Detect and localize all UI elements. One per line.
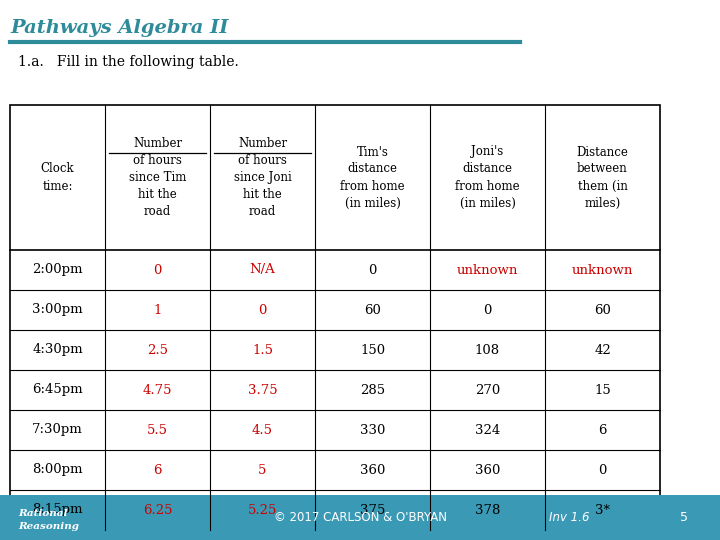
Text: 150: 150	[360, 343, 385, 356]
Text: Tim's
distance
from home
(in miles): Tim's distance from home (in miles)	[340, 145, 405, 210]
Text: 1: 1	[153, 303, 162, 316]
Text: Reasoning: Reasoning	[18, 522, 79, 531]
Text: 378: 378	[474, 503, 500, 516]
Text: 5: 5	[258, 463, 266, 476]
Text: 7:30pm: 7:30pm	[32, 423, 83, 436]
Text: 6: 6	[153, 463, 162, 476]
Text: 5.25: 5.25	[248, 503, 277, 516]
Text: 6:45pm: 6:45pm	[32, 383, 83, 396]
Text: 0: 0	[598, 463, 607, 476]
Text: 375: 375	[360, 503, 385, 516]
Text: Rational: Rational	[18, 509, 68, 518]
Bar	[0, 495, 720, 540]
Text: 6: 6	[598, 423, 607, 436]
Text: 5.5: 5.5	[147, 423, 168, 436]
Text: 4.5: 4.5	[252, 423, 273, 436]
Text: 8:15pm: 8:15pm	[32, 503, 83, 516]
Text: 6.25: 6.25	[143, 503, 172, 516]
Text: 5: 5	[680, 511, 688, 524]
Text: N/A: N/A	[250, 264, 275, 276]
Text: 2:00pm: 2:00pm	[32, 264, 83, 276]
Text: 4:30pm: 4:30pm	[32, 343, 83, 356]
Text: 285: 285	[360, 383, 385, 396]
Text: Number
of hours
since Joni
hit the
road: Number of hours since Joni hit the road	[233, 137, 292, 218]
Text: 8:00pm: 8:00pm	[32, 463, 83, 476]
Text: 0: 0	[369, 264, 377, 276]
Text: © 2017 CARLSON & O'BRYAN: © 2017 CARLSON & O'BRYAN	[274, 511, 446, 524]
Text: 3.75: 3.75	[248, 383, 277, 396]
Text: 360: 360	[360, 463, 385, 476]
Text: 360: 360	[474, 463, 500, 476]
Bar	[10, 105, 660, 530]
Text: 330: 330	[360, 423, 385, 436]
Text: Inv 1.6: Inv 1.6	[549, 511, 589, 524]
Text: Clock
time:: Clock time:	[41, 163, 74, 192]
Text: Number
of hours
since Tim
hit the
road: Number of hours since Tim hit the road	[129, 137, 186, 218]
Text: 3*: 3*	[595, 503, 610, 516]
Text: 1.5: 1.5	[252, 343, 273, 356]
Text: 4.75: 4.75	[143, 383, 172, 396]
Text: 2.5: 2.5	[147, 343, 168, 356]
Text: 0: 0	[258, 303, 266, 316]
Text: unknown: unknown	[456, 264, 518, 276]
Text: Pathways Algebra II: Pathways Algebra II	[10, 19, 228, 37]
Text: 0: 0	[153, 264, 162, 276]
Text: unknown: unknown	[572, 264, 633, 276]
Text: 42: 42	[594, 343, 611, 356]
Text: 108: 108	[475, 343, 500, 356]
Text: 1.a.   Fill in the following table.: 1.a. Fill in the following table.	[18, 55, 239, 69]
Text: 3:00pm: 3:00pm	[32, 303, 83, 316]
Text: Joni's
distance
from home
(in miles): Joni's distance from home (in miles)	[455, 145, 520, 210]
Text: 270: 270	[475, 383, 500, 396]
Text: 60: 60	[594, 303, 611, 316]
Text: Distance
between
them (in
miles): Distance between them (in miles)	[577, 145, 629, 210]
Text: 324: 324	[475, 423, 500, 436]
Text: 60: 60	[364, 303, 381, 316]
Text: 0: 0	[483, 303, 492, 316]
Text: 15: 15	[594, 383, 611, 396]
